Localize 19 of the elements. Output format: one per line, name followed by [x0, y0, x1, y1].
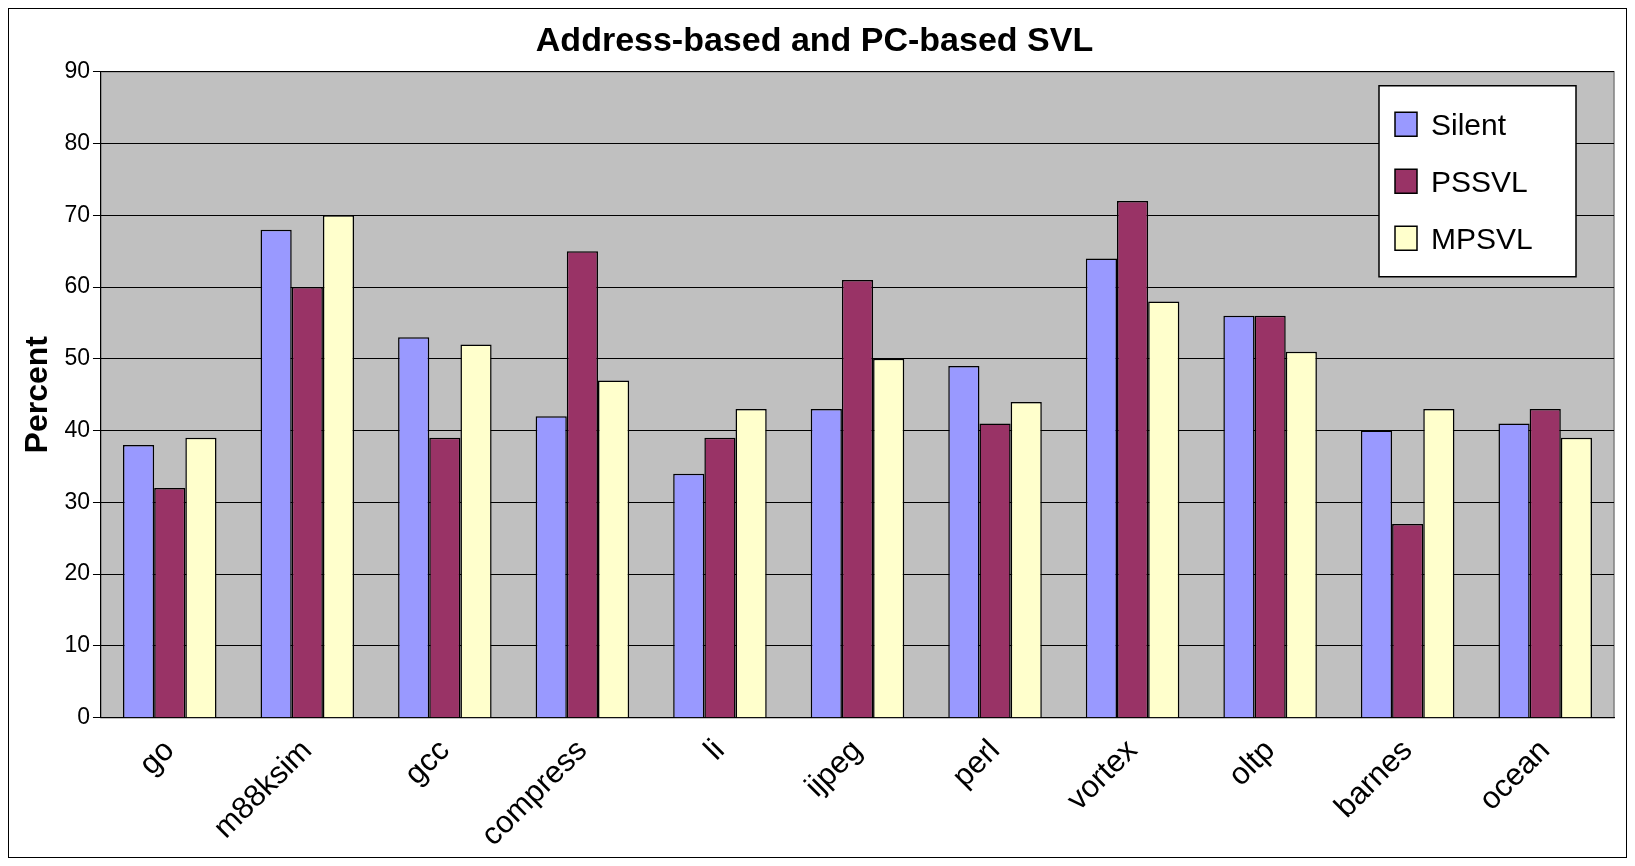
legend-label: Silent [1431, 107, 1507, 141]
legend-label: MPSVL [1431, 221, 1533, 255]
y-tick-label: 50 [64, 344, 90, 371]
x-tick-label: gcc [396, 732, 456, 791]
x-tick-label: go [131, 732, 181, 782]
y-tick-label: 70 [64, 200, 90, 227]
y-axis-title: Percent [18, 335, 55, 454]
y-tick-label: 30 [64, 487, 90, 514]
y-tick-label: 90 [64, 57, 90, 84]
legend-label: PSSVL [1431, 164, 1528, 198]
y-tick-label: 10 [64, 631, 90, 658]
x-tick-label: li [696, 732, 731, 767]
y-tick-label: 0 [77, 703, 90, 730]
y-tick-label: 40 [64, 415, 90, 442]
y-tick-label: 80 [64, 128, 90, 155]
chart-title: Address-based and PC-based SVL [535, 19, 1094, 58]
y-tick-label: 60 [64, 272, 90, 299]
x-tick-label: oltp [1221, 732, 1282, 793]
y-tick-label: 20 [64, 559, 90, 586]
